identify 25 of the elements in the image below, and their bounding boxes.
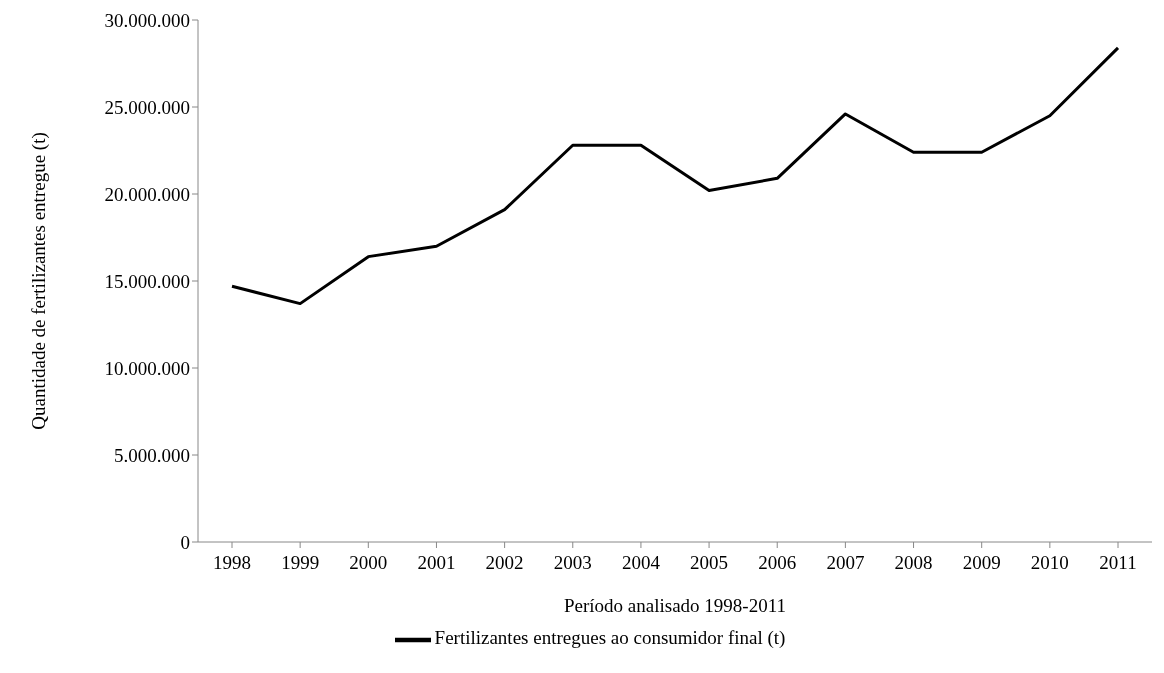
x-tick-label: 2005 <box>690 552 729 574</box>
x-tick-label: 2002 <box>485 552 524 574</box>
y-tick-label: 5.000.000 <box>114 444 190 466</box>
y-tick-label: 30.000.000 <box>104 9 190 31</box>
x-tick-label: 2006 <box>758 552 797 574</box>
x-tick-label: 1999 <box>281 552 320 574</box>
x-tick-label: 2010 <box>1030 552 1069 574</box>
y-tick-label: 0 <box>180 531 190 553</box>
x-tick-label: 2001 <box>417 552 456 574</box>
x-tick-label: 2007 <box>826 552 865 574</box>
x-tick-label: 2011 <box>1099 552 1137 574</box>
y-axis-title: Quantidade de fertilizantes entregue (t) <box>27 132 50 430</box>
y-tick-label: 25.000.000 <box>104 96 190 118</box>
x-tick-label: 2000 <box>349 552 388 574</box>
x-tick-label: 2009 <box>962 552 1001 574</box>
x-tick-label: 2003 <box>553 552 592 574</box>
y-tick-label: 15.000.000 <box>104 270 190 292</box>
y-tick-label: 20.000.000 <box>104 183 190 205</box>
legend-label: Fertilizantes entregues ao consumidor final (t) <box>434 627 786 649</box>
x-tick-label: 2004 <box>621 552 661 574</box>
x-tick-label: 1998 <box>213 552 251 574</box>
y-tick-label: 10.000.000 <box>104 357 190 379</box>
x-tick-label: 2008 <box>894 552 933 574</box>
line-series <box>230 46 1120 306</box>
x-axis-title: Período analisado 1998-2011 <box>564 595 786 616</box>
